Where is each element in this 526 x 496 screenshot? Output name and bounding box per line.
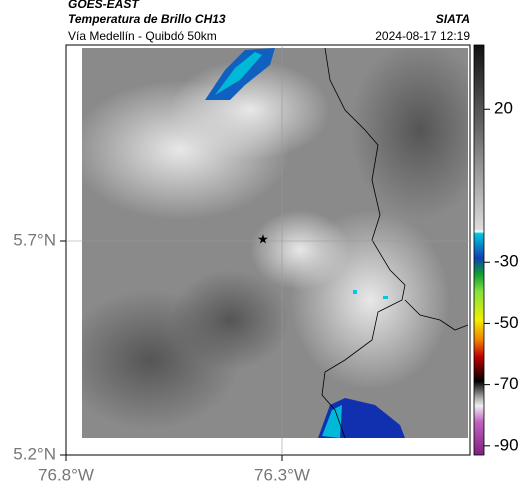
subtitle: Vía Medellín - Quibdó 50km [68,29,217,43]
product: GOES-EAST [68,0,140,11]
colorbar-tick-label: -30 [494,252,519,271]
colorbar [473,44,485,456]
satellite-image [82,48,468,438]
lat-tick-label: 5.7°N [13,230,56,249]
location-star: ★ [257,231,269,246]
colorbar-tick-label: -90 [494,435,519,454]
source: SIATA [436,12,470,26]
timestamp: 2024-08-17 12:19 [375,29,470,43]
colorbar-tick-label: -70 [494,374,519,393]
lon-tick-label: 76.3°W [254,465,310,484]
lat-tick-label: 5.2°N [13,444,56,463]
lon-tick-label: 76.8°W [38,465,94,484]
colorbar-tick-label: 20 [494,99,513,118]
colorbar-tick-label: -50 [494,313,519,332]
title: Temperatura de Brillo CH13 [68,12,226,26]
